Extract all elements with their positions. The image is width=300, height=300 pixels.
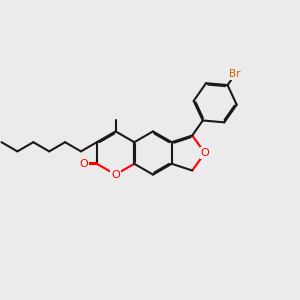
Text: O: O	[80, 159, 88, 169]
Text: O: O	[111, 169, 120, 180]
Text: O: O	[201, 148, 209, 158]
Text: Br: Br	[229, 70, 241, 80]
